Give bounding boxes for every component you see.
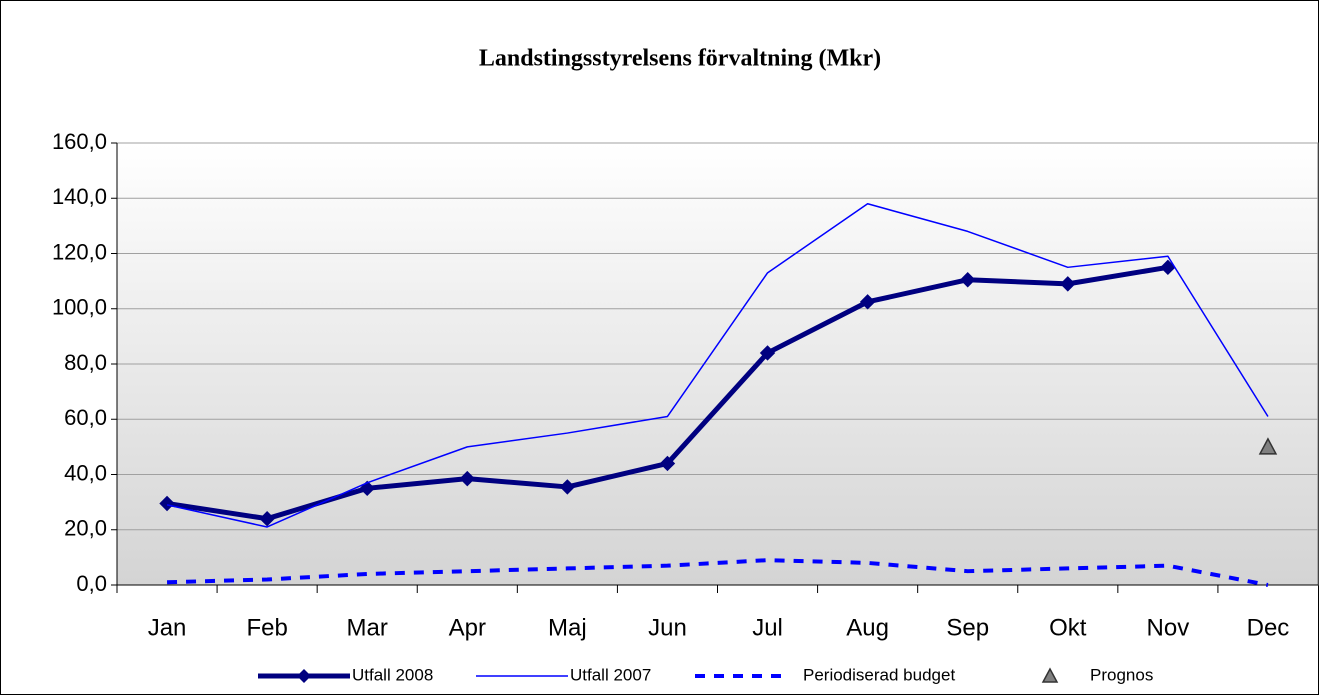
y-tick-label: 160,0: [52, 129, 107, 154]
y-tick-label: 20,0: [64, 516, 107, 541]
data-point: [1060, 276, 1076, 292]
x-tick-label: Dec: [1247, 614, 1290, 641]
series-line: [166, 203, 1269, 528]
x-tick-label: Feb: [246, 614, 287, 641]
x-tick-label: Jun: [648, 614, 687, 641]
legend-label: Prognos: [1090, 665, 1153, 684]
chart-title: Landstingsstyrelsens förvaltning (Mkr): [479, 46, 881, 72]
y-tick-label: 40,0: [64, 460, 107, 485]
x-tick-label: Sep: [946, 614, 989, 641]
y-tick-label: 140,0: [52, 184, 107, 209]
legend-marker: [297, 669, 311, 683]
x-tick-label: Jan: [148, 614, 187, 641]
y-tick-label: 120,0: [52, 239, 107, 264]
data-point: [659, 455, 676, 472]
data-point: [1258, 437, 1278, 455]
data-point: [159, 495, 175, 512]
legend-marker: [1041, 667, 1059, 683]
legend-label: Utfall 2007: [570, 665, 651, 684]
y-tick-label: 60,0: [64, 405, 107, 430]
x-tick-label: Nov: [1147, 614, 1190, 641]
x-tick-label: Apr: [449, 614, 486, 641]
data-point: [259, 510, 275, 527]
y-tick-label: 0,0: [76, 571, 107, 596]
x-tick-label: Maj: [548, 614, 587, 641]
x-tick-label: Mar: [347, 614, 388, 641]
x-tick-label: Jul: [752, 614, 783, 641]
data-point: [459, 470, 475, 487]
x-tick-label: Okt: [1049, 614, 1087, 641]
data-point: [759, 345, 776, 361]
data-point: [859, 294, 876, 310]
y-tick-label: 100,0: [52, 295, 107, 320]
legend-label: Periodiserad budget: [803, 665, 955, 684]
data-point: [960, 272, 976, 288]
data-point: [559, 479, 576, 495]
x-tick-label: Aug: [846, 614, 889, 641]
legend-label: Utfall 2008: [352, 665, 433, 684]
y-tick-label: 80,0: [64, 350, 107, 375]
series-line: [166, 558, 1269, 587]
